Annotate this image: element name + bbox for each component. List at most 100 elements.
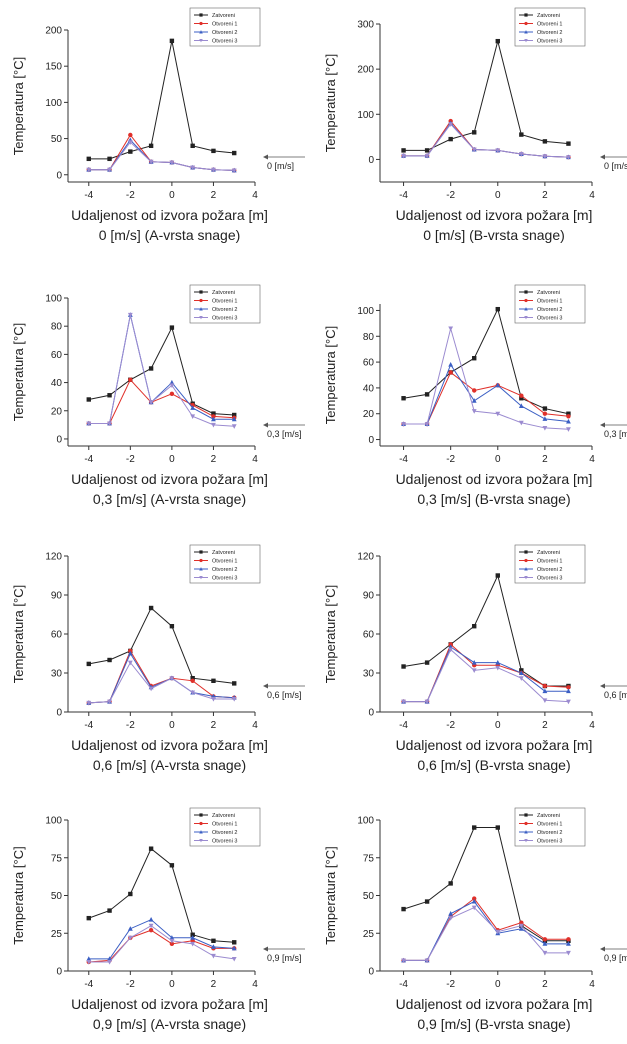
data-point-s1 — [107, 657, 112, 663]
data-point-s4 — [231, 424, 237, 429]
data-point-s4 — [127, 660, 133, 666]
y-tick-label: 90 — [51, 591, 63, 602]
x-tick-label: -2 — [126, 190, 135, 201]
y-tick-label: 25 — [51, 929, 63, 940]
series-line-4 — [403, 906, 569, 961]
data-point-s3 — [127, 926, 133, 931]
legend-marker — [199, 307, 203, 311]
y-tick-label: 60 — [363, 358, 375, 369]
data-point-s4 — [542, 950, 548, 956]
x-tick-label: 2 — [542, 190, 548, 201]
data-point-s1 — [472, 825, 477, 830]
speed-arrow-head — [600, 946, 605, 952]
y-tick-label: 80 — [51, 322, 63, 333]
data-point-s4 — [169, 160, 175, 166]
x-tick-label: -2 — [446, 190, 455, 201]
data-point-s3 — [518, 670, 524, 675]
data-point-s4 — [401, 153, 406, 159]
data-point-s3 — [542, 416, 548, 421]
y-tick-label: 100 — [45, 98, 62, 109]
data-point-s1 — [424, 148, 430, 153]
series-line-1 — [88, 40, 235, 160]
chart-panel-8: 0 25 50 75 100 -4 -2 0 2 4 Temperatura [°C] Udaljen… — [323, 807, 627, 1032]
data-point-s2 — [472, 388, 477, 393]
data-point-s1 — [86, 661, 91, 667]
data-point-s2 — [566, 685, 571, 690]
y-tick-label: 50 — [51, 891, 63, 902]
y-tick-label: 75 — [363, 853, 375, 864]
speed-label: 0 [m/s] — [267, 161, 294, 171]
data-point-s1 — [448, 136, 453, 142]
x-tick-label: 0 — [169, 979, 175, 990]
series-line-1 — [403, 307, 569, 415]
x-tick-label: -2 — [446, 720, 455, 731]
speed-label: 0,9 [m/s] — [604, 953, 627, 963]
data-point-s1 — [128, 891, 133, 897]
x-axis-label: Udaljenost od izvora požara [m] — [71, 207, 268, 223]
data-point-s4 — [211, 953, 216, 959]
series-line-1 — [88, 326, 235, 416]
series-line-4 — [88, 314, 235, 427]
y-tick-label: 150 — [45, 62, 62, 73]
data-point-s4 — [424, 699, 430, 705]
data-point-s3 — [495, 382, 501, 388]
y-tick-label: 0 — [368, 155, 374, 166]
data-point-s4 — [424, 958, 430, 964]
y-axis-label: Temperatura [°C] — [323, 846, 338, 944]
data-point-s4 — [448, 647, 454, 653]
data-point-s1 — [566, 141, 571, 146]
x-tick-label: 0 — [495, 720, 501, 731]
series-line-4 — [403, 648, 569, 703]
legend-entry: Zatvoreni — [537, 290, 560, 296]
data-point-s1 — [190, 932, 195, 937]
speed-arrow-head — [600, 683, 605, 689]
y-tick-label: 50 — [51, 134, 63, 145]
data-point-s4 — [471, 147, 477, 153]
data-point-s4 — [190, 941, 196, 947]
data-point-s4 — [566, 950, 571, 956]
series-line-1 — [403, 41, 569, 151]
data-point-s3 — [448, 910, 454, 916]
x-tick-label: 4 — [589, 190, 595, 201]
data-point-s4 — [495, 148, 501, 154]
data-point-s2 — [169, 391, 175, 397]
data-point-s1 — [424, 660, 430, 665]
data-point-s4 — [127, 140, 133, 145]
x-tick-label: 4 — [252, 190, 258, 201]
data-point-s1 — [495, 573, 500, 578]
data-point-s1 — [232, 681, 237, 686]
legend-entry: Otvoreni 3 — [537, 839, 562, 845]
legend-entry: Otvoreni 1 — [212, 299, 237, 305]
data-point-s1 — [566, 411, 571, 416]
legend-entry: Otvoreni 2 — [537, 567, 562, 573]
legend-marker — [524, 550, 528, 554]
data-point-s3 — [231, 416, 237, 422]
legend-entry: Otvoreni 1 — [537, 559, 562, 565]
x-tick-label: 4 — [252, 720, 258, 731]
series-line-4 — [88, 141, 235, 171]
data-point-s4 — [448, 122, 454, 127]
y-axis-label: Temperatura [°C] — [323, 326, 338, 424]
y-tick-label: 50 — [363, 891, 375, 902]
data-point-s1 — [472, 130, 477, 135]
y-tick-label: 200 — [357, 65, 374, 76]
data-point-s4 — [148, 923, 154, 929]
data-point-s2 — [128, 377, 133, 382]
x-tick-label: 2 — [211, 454, 217, 465]
legend-marker — [524, 39, 528, 43]
series-line-4 — [88, 661, 235, 704]
chart-panel-2: 0 100 200 300 -4 -2 0 2 4 Temperatura [°C] Udaljen… — [323, 7, 627, 243]
legend-entry: Otvoreni 2 — [212, 567, 237, 573]
y-tick-label: 0 — [368, 435, 374, 446]
legend-marker — [524, 21, 528, 26]
legend-marker — [199, 821, 203, 826]
data-point-s4 — [401, 699, 406, 705]
x-tick-label: -4 — [84, 720, 93, 731]
y-tick-label: 300 — [357, 20, 374, 31]
x-tick-label: 0 — [169, 720, 175, 731]
data-point-s1 — [148, 143, 154, 149]
data-point-s4 — [231, 697, 237, 702]
speed-arrow-head — [600, 422, 605, 428]
data-point-s4 — [190, 165, 196, 171]
data-point-s3 — [231, 945, 237, 951]
